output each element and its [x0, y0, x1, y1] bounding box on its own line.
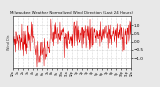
- Y-axis label: Wind Dir.: Wind Dir.: [7, 34, 11, 50]
- Title: Milwaukee Weather Normalized Wind Direction (Last 24 Hours): Milwaukee Weather Normalized Wind Direct…: [11, 11, 133, 15]
